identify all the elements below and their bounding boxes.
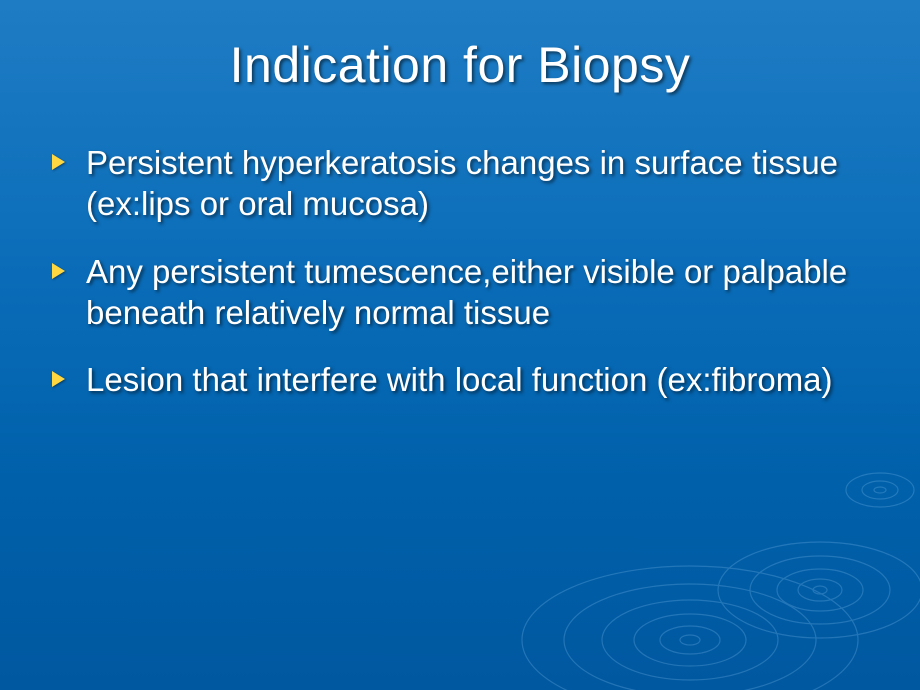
list-item: Lesion that interfere with local functio… — [52, 359, 872, 400]
list-item: Persistent hyperkeratosis changes in sur… — [52, 142, 872, 225]
list-item: Any persistent tumescence,either visible… — [52, 251, 872, 334]
slide-title: Indication for Biopsy — [0, 0, 920, 94]
ripple-decoration — [400, 430, 920, 690]
bullet-list: Persistent hyperkeratosis changes in sur… — [52, 142, 872, 400]
slide-body: Persistent hyperkeratosis changes in sur… — [52, 142, 872, 426]
slide: Indication for Biopsy Persistent hyperke… — [0, 0, 920, 690]
